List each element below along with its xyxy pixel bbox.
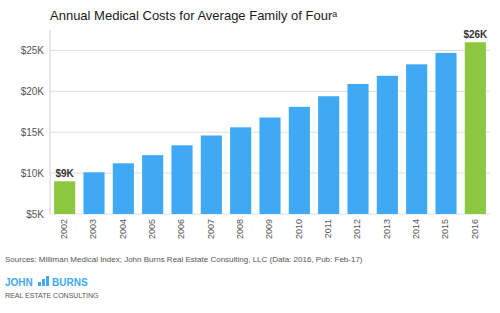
annotation: $9K	[55, 168, 74, 179]
y-axis-line	[50, 30, 51, 214]
x-tick-label: 2016	[470, 219, 480, 239]
grid-line	[50, 50, 490, 51]
bar	[171, 145, 192, 214]
bar	[406, 64, 427, 214]
x-tick-label: 2004	[118, 219, 128, 239]
bar	[201, 135, 222, 214]
x-tick-label: 2014	[411, 219, 421, 239]
title: Annual Medical Costs for Average Family …	[50, 8, 337, 23]
x-tick-label: 2005	[147, 219, 157, 239]
annotation: $26K	[463, 29, 488, 40]
logo-word: JOHN	[5, 277, 33, 288]
x-tick-label: 2006	[176, 219, 186, 239]
source: Sources: Milliman Medical Index; John Bu…	[5, 255, 363, 264]
bar	[289, 107, 310, 214]
logo-tagline: REAL ESTATE CONSULTING	[5, 292, 98, 299]
bar	[259, 118, 280, 214]
x-tick-label: 2015	[440, 219, 450, 239]
logo-icon-bar	[42, 279, 45, 286]
bar	[318, 96, 339, 214]
x-tick-label: 2008	[235, 219, 245, 239]
x-tick-label: 2002	[59, 219, 69, 239]
bar	[435, 53, 456, 214]
bar	[83, 172, 104, 214]
bar	[347, 84, 368, 214]
logo-icon	[38, 276, 49, 286]
logo-icon-bar	[38, 282, 41, 286]
bar	[113, 163, 134, 214]
logo-word: BURNS	[52, 277, 88, 288]
x-tick-label: 2013	[382, 219, 392, 239]
y-tick-label: $20K	[21, 86, 45, 97]
x-tick-label: 2010	[294, 219, 304, 239]
bar	[230, 127, 251, 214]
bar	[54, 181, 75, 214]
x-tick-label: 2003	[88, 219, 98, 239]
bars	[54, 42, 486, 214]
x-tick-label: 2007	[206, 219, 216, 239]
y-tick-label: $10K	[21, 168, 45, 179]
bar	[465, 42, 486, 214]
logo-icon-bar	[46, 276, 49, 286]
bar	[377, 76, 398, 214]
bar	[142, 155, 163, 214]
x-tick-label: 2009	[264, 219, 274, 239]
x-tick-label: 2011	[323, 219, 333, 238]
y-tick-label: $5K	[26, 209, 44, 220]
chart: Annual Medical Costs for Average Family …	[0, 0, 500, 313]
y-tick-label: $25K	[21, 45, 45, 56]
x-tick-label: 2012	[352, 219, 362, 239]
y-tick-label: $15K	[21, 127, 45, 138]
